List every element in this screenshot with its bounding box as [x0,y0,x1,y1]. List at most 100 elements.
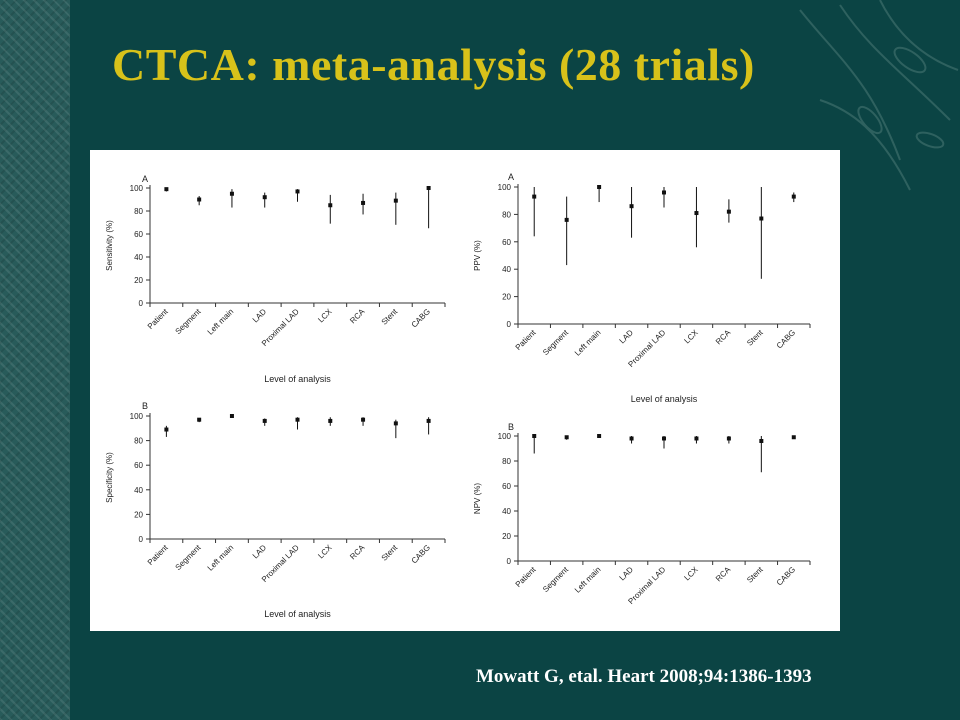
data-point [197,197,202,202]
data-point [532,194,537,199]
y-tick-label: 0 [507,320,512,329]
y-tick-label: 0 [139,535,144,544]
y-tick-label: 80 [502,457,511,466]
x-tick-label: LAD [251,543,269,561]
data-point [694,436,699,441]
panel-label: B [142,401,148,411]
x-tick-label: Left main [573,328,603,358]
data-point [629,204,634,209]
figure-panel: A 0 20 40 60 80 100 Patient Segment Left main LAD P… [90,150,840,631]
y-tick-label: 100 [130,184,144,193]
data-point [791,435,796,440]
y-tick-label: 0 [139,299,144,308]
y-axis-title: Sensitivity (%) [105,220,114,271]
data-point [361,417,366,422]
y-tick-label: 20 [502,293,511,302]
x-tick-label: Left main [206,543,236,573]
data-point [759,439,764,443]
y-tick-label: 20 [134,510,143,519]
data-point [393,198,398,203]
x-axis-title: Level of analysis [264,374,331,384]
x-tick-label: Segment [541,328,571,358]
y-tick-label: 80 [134,207,143,216]
y-tick-label: 80 [502,210,511,219]
x-tick-label: LCX [682,328,700,346]
data-point [662,190,666,195]
data-point [164,187,169,192]
x-tick-label: Left main [573,565,603,595]
x-tick-label: LAD [618,565,636,583]
y-tick-label: 40 [134,253,143,262]
x-tick-label: Stent [380,543,400,563]
data-point [759,216,764,221]
panel-label: B [508,422,514,432]
x-tick-label: LCX [682,565,700,583]
y-tick-label: 60 [502,482,511,491]
data-point [262,195,267,200]
y-tick-label: 40 [502,507,511,516]
citation-text: Mowatt G, etal. Heart 2008;94:1386-1393 [476,666,812,687]
slide-title: CTCA: meta-analysis (28 trials) [112,39,755,90]
panel-label: A [508,172,514,182]
y-tick-label: 20 [134,276,143,285]
data-point [791,194,796,199]
x-tick-label: CABG [410,307,432,329]
y-tick-label: 0 [507,557,512,566]
data-point [295,417,300,422]
data-point [328,203,333,208]
x-axis-title: Level of analysis [631,394,698,404]
y-tick-label: 100 [498,432,512,441]
x-tick-label: Segment [541,565,571,595]
data-point [726,436,731,441]
x-tick-label: Patient [514,565,539,590]
x-tick-label: RCA [348,543,367,562]
y-tick-label: 20 [502,532,511,541]
data-point [726,209,731,214]
y-tick-label: 100 [498,183,512,192]
x-tick-label: Stent [745,565,765,585]
x-tick-label: Stent [380,307,400,327]
floral-ornament-icon [799,0,959,191]
x-tick-label: Segment [174,543,204,573]
x-tick-label: Patient [146,307,171,332]
data-point [328,418,333,423]
data-point [229,414,234,418]
x-tick-label: Left main [206,307,236,337]
data-point [229,191,234,196]
y-tick-label: 100 [130,412,144,421]
y-tick-label: 80 [134,437,143,446]
data-point [295,189,300,194]
data-point [597,185,602,189]
decorative-left-stripe [0,0,70,720]
x-axis-title: Level of analysis [264,609,331,619]
data-point [426,186,431,190]
x-tick-label: LAD [618,328,636,346]
data-point [564,217,569,222]
x-tick-label: Segment [174,307,204,337]
y-tick-label: 60 [502,238,511,247]
x-tick-label: LAD [251,307,269,325]
x-tick-label: LCX [316,307,334,325]
x-tick-label: Stent [745,328,765,348]
data-point [426,418,431,423]
x-tick-label: RCA [348,307,367,326]
data-point [361,200,366,205]
x-tick-label: Patient [514,328,539,353]
x-tick-label: Patient [146,543,171,568]
data-point [694,211,699,216]
data-point [197,417,202,422]
x-tick-label: RCA [714,328,733,347]
data-point [629,436,634,441]
y-tick-label: 60 [134,461,143,470]
y-tick-label: 40 [502,265,511,274]
x-tick-label: LCX [316,543,334,561]
data-point [532,434,537,438]
data-point [597,434,602,438]
x-tick-label: CABG [775,565,797,587]
data-point [164,427,169,432]
x-tick-label: RCA [714,565,733,584]
y-axis-title: Specificity (%) [105,452,114,503]
y-tick-label: 40 [134,486,143,495]
y-axis-title: NPV (%) [473,483,482,514]
y-tick-label: 60 [134,230,143,239]
